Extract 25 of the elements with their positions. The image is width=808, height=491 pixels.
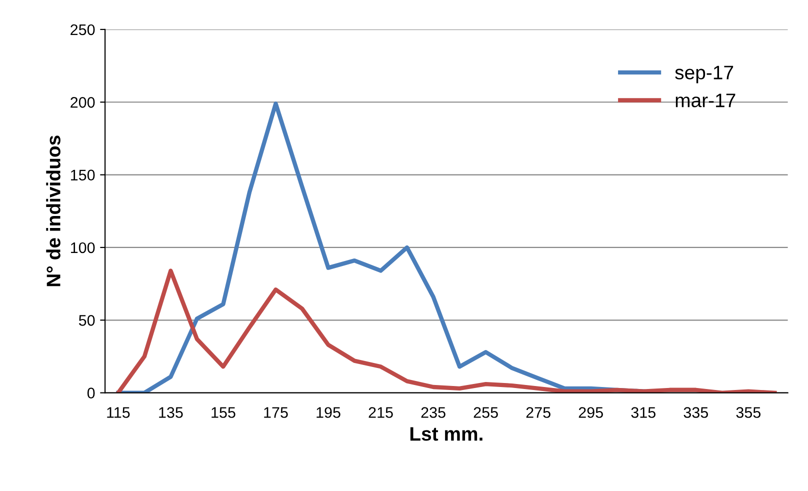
x-tick-label: 255 <box>474 407 498 418</box>
x-tick-label: 135 <box>159 407 183 418</box>
x-tick-label: 315 <box>631 407 656 418</box>
y-tick-label: 200 <box>70 96 95 108</box>
y-tick-label: 250 <box>70 24 95 36</box>
x-tick-label: 335 <box>684 407 708 418</box>
x-tick-label: 115 <box>107 407 130 418</box>
x-tick-label: 215 <box>368 407 393 418</box>
y-tick-label: 0 <box>87 388 95 398</box>
x-tick-label: 295 <box>578 407 603 418</box>
legend-label: sep-17 <box>675 66 734 84</box>
x-tick-label: 175 <box>264 407 288 418</box>
legend-label: mar-17 <box>676 94 736 108</box>
line-series <box>116 101 646 393</box>
x-tick-label: 195 <box>316 407 340 418</box>
x-tick-label: 235 <box>421 407 446 418</box>
x-axis-title: Lst mm. <box>410 427 482 441</box>
line-series <box>116 268 777 393</box>
y-tick-label: 150 <box>70 170 95 180</box>
x-tick-label: 155 <box>212 407 236 418</box>
y-tick-label: 100 <box>70 242 95 254</box>
y-tick-label: 50 <box>78 315 95 326</box>
y-axis-title: N° de individuos <box>46 136 60 286</box>
x-tick-label: 275 <box>526 407 550 418</box>
x-tick-label: 355 <box>736 407 761 418</box>
